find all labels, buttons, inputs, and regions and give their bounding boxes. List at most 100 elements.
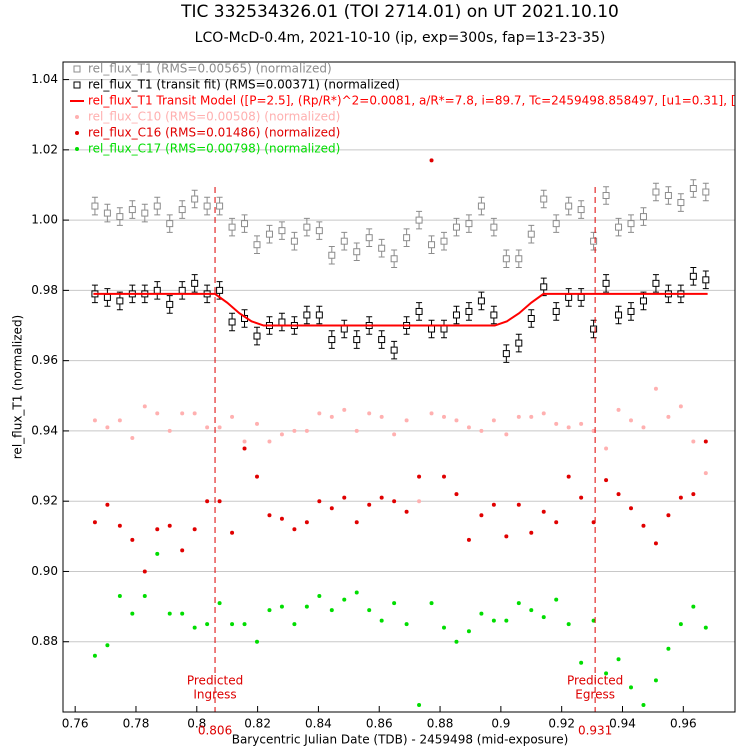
data-point <box>602 192 610 200</box>
data-point <box>554 597 559 602</box>
data-point <box>591 618 596 623</box>
y-tick-label: 1.04 <box>31 72 58 86</box>
data-point <box>304 520 309 525</box>
legend-marker <box>73 81 81 89</box>
data-point <box>527 314 535 322</box>
data-point <box>577 293 585 301</box>
data-point <box>415 216 423 224</box>
marker-label: Predicted <box>187 674 243 688</box>
data-point <box>178 286 186 294</box>
data-point <box>428 241 436 249</box>
data-point <box>491 618 496 623</box>
data-point <box>180 611 185 616</box>
data-point <box>577 206 585 214</box>
data-point <box>615 223 623 231</box>
data-point <box>415 307 423 315</box>
data-point <box>616 657 621 662</box>
data-point <box>591 428 596 433</box>
data-point <box>691 492 696 497</box>
data-point <box>529 530 534 535</box>
data-point <box>504 432 509 437</box>
data-point <box>417 474 422 479</box>
data-point <box>639 297 647 305</box>
data-point <box>527 230 535 238</box>
data-point <box>641 702 646 707</box>
legend: rel_flux_T1 (RMS=0.00565) (normalized) re… <box>70 62 735 156</box>
data-point <box>392 499 397 504</box>
data-point <box>192 527 197 532</box>
data-point <box>378 336 386 344</box>
data-point <box>554 520 559 525</box>
marker-label: Ingress <box>193 688 236 702</box>
data-point <box>292 527 297 532</box>
data-point <box>502 255 510 263</box>
data-point <box>192 411 197 416</box>
data-point <box>354 590 359 595</box>
data-point <box>203 202 211 210</box>
data-point <box>379 495 384 500</box>
data-point <box>217 499 222 504</box>
data-point <box>466 425 471 430</box>
chart-subtitle: LCO-McD-0.4m, 2021-10-10 (ip, exp=300s, … <box>195 30 606 46</box>
data-point <box>666 513 671 518</box>
legend-label: rel_flux_T1 (transit fit) (RMS=0.00371) … <box>88 78 400 92</box>
data-point <box>367 502 372 507</box>
data-point <box>516 601 521 606</box>
data-point <box>452 311 460 319</box>
data-point <box>354 520 359 525</box>
data-point <box>92 418 97 423</box>
data-point <box>367 411 372 416</box>
data-point <box>616 407 621 412</box>
data-point <box>615 311 623 319</box>
data-point <box>552 307 560 315</box>
data-point <box>490 223 498 231</box>
x-tick-label: 0.76 <box>62 717 89 731</box>
data-point <box>664 192 672 200</box>
x-tick-label: 0.8 <box>187 717 206 731</box>
legend-marker <box>75 131 79 135</box>
data-point <box>404 509 409 514</box>
data-point <box>116 213 124 221</box>
data-point <box>167 611 172 616</box>
data-point <box>228 318 236 326</box>
model-line <box>93 292 708 327</box>
data-point <box>278 318 286 326</box>
y-tick-label: 0.98 <box>31 283 58 297</box>
y-tick-label: 0.92 <box>31 494 58 508</box>
data-point <box>92 653 97 658</box>
data-point <box>442 474 447 479</box>
data-point <box>153 286 161 294</box>
data-point <box>691 439 696 444</box>
data-point <box>178 206 186 214</box>
data-point <box>428 325 436 333</box>
data-point <box>540 283 548 291</box>
data-point <box>540 195 548 203</box>
data-point <box>429 411 434 416</box>
data-point <box>440 325 448 333</box>
data-point <box>167 523 172 528</box>
data-point <box>465 220 473 228</box>
x-tick-label: 0.78 <box>123 717 150 731</box>
data-point <box>465 307 473 315</box>
data-point <box>105 502 110 507</box>
data-point <box>92 520 97 525</box>
y-tick-label: 1.02 <box>31 142 58 156</box>
data-point <box>328 336 336 344</box>
data-point <box>678 404 683 409</box>
data-point <box>502 350 510 358</box>
legend-label: rel_flux_T1 (RMS=0.00565) (normalized) <box>88 62 332 76</box>
data-point <box>317 411 322 416</box>
data-point <box>479 513 484 518</box>
x-tick-label: 0.88 <box>427 717 454 731</box>
data-point <box>241 220 249 228</box>
data-point <box>590 325 598 333</box>
data-point <box>265 230 273 238</box>
y-tick-label: 0.90 <box>31 564 58 578</box>
y-tick-label: 1.00 <box>31 213 58 227</box>
data-point <box>666 414 671 419</box>
data-point <box>130 537 135 542</box>
data-point <box>117 594 122 599</box>
data-point <box>629 685 634 690</box>
data-point <box>529 608 534 613</box>
